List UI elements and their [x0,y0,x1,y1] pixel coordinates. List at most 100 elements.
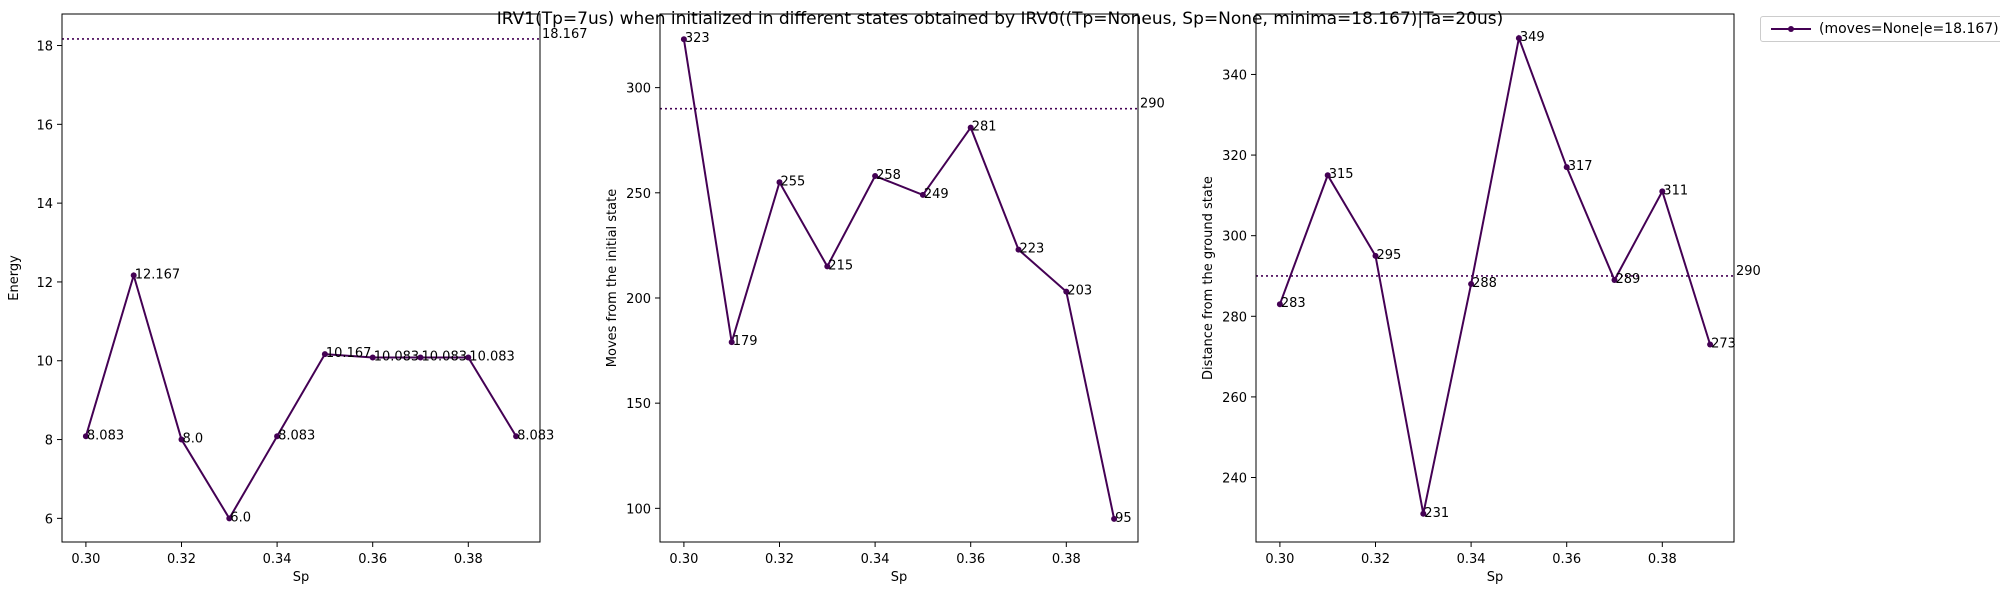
x-tick-label: 0.32 [1361,552,1390,567]
data-label: 12.167 [135,267,181,282]
y-tick-label: 300 [626,82,651,97]
data-point [1324,172,1331,179]
data-point [321,351,328,358]
data-label: 8.0 [183,432,204,447]
data-label: 6.0 [230,510,251,525]
distance-subplot: 0.30 0.32 0.34 0.36 0.38 240 260 280 300 320 340 Sp… [1201,13,1761,585]
data-point [226,515,233,522]
data-label: 281 [972,120,997,135]
y-tick-label: 16 [36,118,53,133]
data-point [417,354,424,361]
y-tick-label: 280 [1222,310,1247,325]
x-tick-label: 0.32 [167,552,196,567]
legend: (moves=None|e=18.167) [1760,16,2000,42]
data-point [1659,188,1666,195]
data-point [1420,510,1427,517]
series-line [1278,34,1712,514]
data-point [178,436,185,443]
data-label: 258 [876,168,901,183]
data-label: 231 [1424,506,1449,521]
data-point [1707,341,1714,348]
x-tick-label: 0.36 [1552,552,1581,567]
data-label: 215 [828,258,853,273]
data-label: 203 [1067,284,1092,299]
data-point [680,36,687,43]
data-label: 255 [781,174,806,189]
data-point [824,263,831,270]
y-tick-label: 320 [1222,149,1247,164]
y-tick-label: 10 [36,355,53,370]
x-tick-label: 0.38 [1052,552,1081,567]
series-line [84,271,517,521]
reference-line-label: 290 [1736,264,1761,279]
data-point [82,433,89,440]
data-point [919,191,926,198]
data-label: 283 [1281,296,1306,311]
x-tick-label: 0.30 [669,552,698,567]
x-tick-label: 0.36 [358,552,387,567]
y-tick-label: 18 [36,40,53,55]
data-point [1563,164,1570,171]
series-line [682,39,1116,520]
data-point [1276,301,1283,308]
data-label: 10.083 [422,349,468,364]
data-label: 315 [1329,167,1354,182]
x-tick-label: 0.38 [1648,552,1677,567]
legend-line-marker [1771,26,1811,32]
data-label: 8.083 [517,428,554,443]
x-tick-label: 0.30 [1265,552,1294,567]
data-point [728,339,735,346]
plot-frame [659,13,1139,543]
data-label: 249 [924,187,949,202]
data-label: 179 [733,334,758,349]
data-label: 10.083 [469,349,515,364]
data-point [1468,281,1475,288]
data-point [776,179,783,186]
data-label: 295 [1377,248,1402,263]
data-label: 349 [1520,30,1545,45]
x-tick-label: 0.38 [454,552,483,567]
data-point [872,172,879,179]
x-tick-label: 0.30 [71,552,100,567]
data-label: 311 [1663,183,1688,198]
data-point [1015,246,1022,253]
x-axis-label: Sp [1487,570,1504,585]
data-label: 95 [1115,511,1132,526]
data-point [1111,515,1118,522]
data-point [274,433,281,440]
y-tick-label: 240 [1222,472,1247,487]
y-tick-label: 14 [36,197,53,212]
data-label: 317 [1568,159,1593,174]
data-label: 289 [1616,272,1641,287]
data-point [1063,288,1070,295]
x-axis-label: Sp [293,570,310,585]
data-label: 288 [1472,276,1497,291]
y-tick-label: 260 [1222,391,1247,406]
data-label: 8.083 [278,428,315,443]
y-axis-label: Distance from the ground state [1201,176,1216,380]
y-tick-label: 150 [626,397,651,412]
x-tick-label: 0.32 [765,552,794,567]
x-tick-label: 0.34 [861,552,890,567]
data-label: 8.083 [87,428,124,443]
data-point [1515,35,1522,42]
figure-title: IRV1(Tp=7us) when initialized in differe… [496,9,1504,29]
data-label: 10.083 [374,349,420,364]
data-point [513,433,520,440]
y-tick-label: 200 [626,292,651,307]
y-tick-label: 6 [45,512,53,527]
reference-line-label: 18.167 [542,27,588,42]
x-tick-label: 0.34 [263,552,292,567]
data-point [130,272,137,279]
legend-label: (moves=None|e=18.167) [1819,21,1999,37]
x-axis-label: Sp [891,570,908,585]
energy-subplot: 0.30 0.32 0.34 0.36 0.38 6 8 10 12 14 16 18 Sp Energy… [7,13,588,585]
y-tick-label: 8 [45,434,53,449]
y-axis-label: Energy [7,255,22,301]
moves-subplot: 0.30 0.32 0.34 0.36 0.38 100 150 200 250 300 Sp Mov… [605,13,1165,585]
reference-line-label: 290 [1140,97,1165,112]
data-point [1372,252,1379,259]
data-point [369,354,376,361]
data-label: 223 [1020,242,1045,257]
